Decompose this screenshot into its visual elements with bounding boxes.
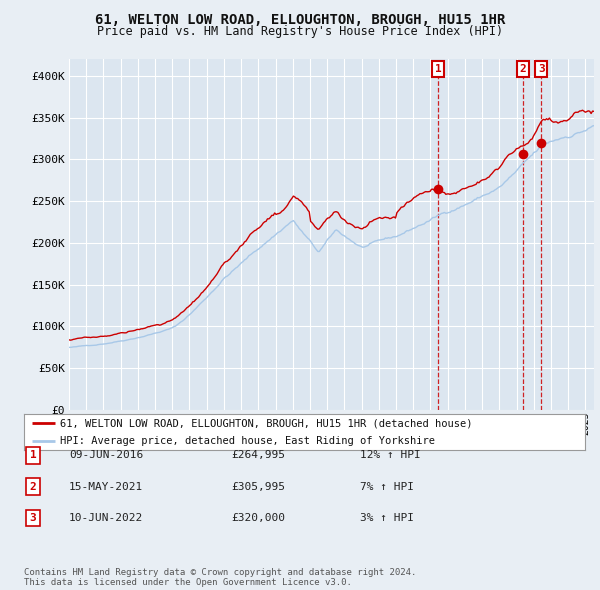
Text: 3: 3 [29,513,37,523]
Text: 10-JUN-2022: 10-JUN-2022 [69,513,143,523]
Text: 2: 2 [520,64,526,74]
Text: 09-JUN-2016: 09-JUN-2016 [69,451,143,460]
Text: 3: 3 [538,64,545,74]
Text: Price paid vs. HM Land Registry's House Price Index (HPI): Price paid vs. HM Land Registry's House … [97,25,503,38]
Text: 12% ↑ HPI: 12% ↑ HPI [360,451,421,460]
Text: 3% ↑ HPI: 3% ↑ HPI [360,513,414,523]
Text: £305,995: £305,995 [231,482,285,491]
Text: 7% ↑ HPI: 7% ↑ HPI [360,482,414,491]
Text: 1: 1 [434,64,442,74]
Text: 15-MAY-2021: 15-MAY-2021 [69,482,143,491]
Text: Contains HM Land Registry data © Crown copyright and database right 2024.
This d: Contains HM Land Registry data © Crown c… [24,568,416,587]
Text: £320,000: £320,000 [231,513,285,523]
Text: £264,995: £264,995 [231,451,285,460]
Text: 1: 1 [29,451,37,460]
Text: 61, WELTON LOW ROAD, ELLOUGHTON, BROUGH, HU15 1HR (detached house): 61, WELTON LOW ROAD, ELLOUGHTON, BROUGH,… [61,418,473,428]
Text: HPI: Average price, detached house, East Riding of Yorkshire: HPI: Average price, detached house, East… [61,436,436,445]
Text: 2: 2 [29,482,37,491]
Text: 61, WELTON LOW ROAD, ELLOUGHTON, BROUGH, HU15 1HR: 61, WELTON LOW ROAD, ELLOUGHTON, BROUGH,… [95,13,505,27]
